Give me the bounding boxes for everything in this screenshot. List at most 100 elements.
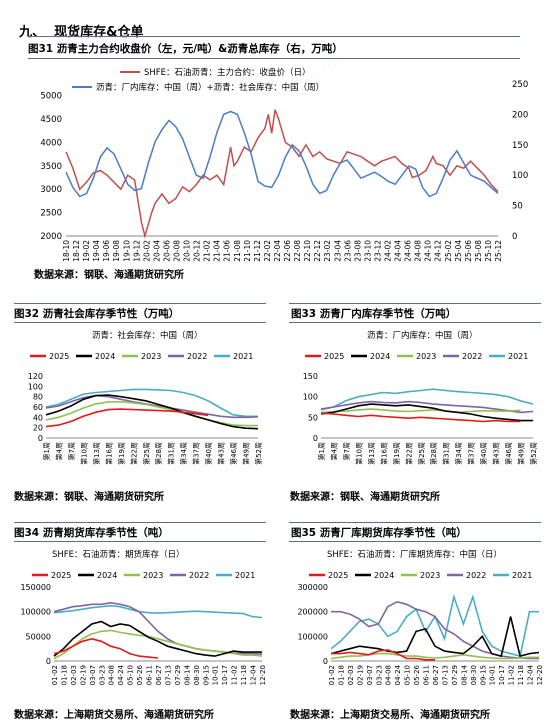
series-line-2021 bbox=[45, 388, 258, 418]
x-tick-label: 01-02 bbox=[51, 665, 59, 685]
x-tick-label: 22-04 bbox=[273, 240, 282, 262]
y-tick-label: 60 bbox=[33, 403, 43, 412]
x-tick-label: 05-26 bbox=[413, 664, 421, 685]
figure-32-caption: 沥青社会库存季节性（万吨） bbox=[42, 308, 180, 320]
figure-32-source: 数据来源：钢联、海通期货研究所 bbox=[14, 492, 164, 503]
legend-label-2023: 2023 bbox=[143, 571, 163, 580]
x-tick-label: 03-23 bbox=[98, 665, 106, 685]
x-tick-label: 06-11 bbox=[423, 665, 431, 685]
x-tick-label: 21-06 bbox=[223, 240, 232, 262]
x-tick-label: 23-06 bbox=[343, 240, 352, 262]
x-tick-label: 第10周 bbox=[79, 442, 88, 465]
figure-rule bbox=[28, 58, 520, 59]
x-tick-label: 04-08 bbox=[108, 665, 116, 685]
x-tick-label: 第16周 bbox=[104, 442, 113, 465]
y-right-tick-label: 100 bbox=[512, 171, 528, 181]
x-tick-label: 07-13 bbox=[441, 665, 449, 685]
series-line-2023 bbox=[320, 408, 521, 414]
x-tick-label: 12-04 bbox=[250, 664, 258, 685]
legend-label-2025: 2025 bbox=[49, 352, 69, 361]
x-tick-label: 第34周 bbox=[454, 442, 463, 465]
figure-rule bbox=[289, 303, 541, 304]
x-tick-label: 04-24 bbox=[394, 664, 402, 685]
figure-34-title: 图34 沥青期货库存季节性（吨） bbox=[14, 525, 169, 540]
x-tick-label: 第22周 bbox=[129, 442, 138, 465]
figure-rule bbox=[14, 322, 266, 323]
x-tick-label: 第49周 bbox=[242, 442, 251, 465]
y-left-tick-label: 4000 bbox=[40, 138, 62, 148]
x-tick-label: 第40周 bbox=[479, 442, 488, 465]
x-tick-label: 第16周 bbox=[379, 442, 388, 465]
x-tick-label: 第43周 bbox=[217, 442, 226, 465]
series-line-2022 bbox=[320, 400, 534, 414]
x-tick-label: 第4周 bbox=[329, 442, 338, 460]
y-tick-label: 120 bbox=[28, 372, 43, 381]
x-tick-label: 第46周 bbox=[504, 442, 513, 465]
x-tick-label: 20-10 bbox=[183, 240, 192, 262]
x-tick-label: 22-12 bbox=[313, 240, 322, 262]
x-tick-label: 第31周 bbox=[442, 442, 451, 465]
x-tick-label: 01-02 bbox=[328, 665, 336, 685]
x-tick-label: 10-17 bbox=[498, 665, 506, 685]
x-tick-label: 02-19 bbox=[356, 665, 364, 685]
figure-rule bbox=[289, 322, 541, 323]
legend-label-2024: 2024 bbox=[97, 571, 117, 580]
figure-33-chart: 沥青：厂内库存：中国（周） 2025 2024 2023 2022 2021 0 50 100 1… bbox=[303, 330, 538, 465]
x-tick-label: 第13周 bbox=[92, 442, 101, 465]
y-right-tick-label: 150 bbox=[512, 141, 528, 151]
x-tick-label: 第31周 bbox=[167, 442, 176, 465]
y-right-tick-label: 200 bbox=[512, 110, 528, 120]
x-tick-label: 12-20 bbox=[259, 665, 267, 685]
x-tick-label: 08-30 bbox=[470, 665, 478, 685]
x-tick-label: 11-02 bbox=[508, 665, 516, 685]
x-tick-label: 11-18 bbox=[240, 665, 248, 685]
figure-33-caption: 沥青厂内库存季节性（万吨） bbox=[319, 308, 457, 320]
x-tick-label: 第19周 bbox=[117, 442, 126, 465]
x-tick-label: 20-12 bbox=[193, 240, 202, 262]
x-tick-label: 20-04 bbox=[152, 240, 161, 262]
figure-rule bbox=[14, 541, 266, 542]
figure-rule bbox=[14, 522, 266, 523]
x-tick-label: 20-06 bbox=[162, 240, 171, 262]
x-tick-label: 第7周 bbox=[67, 442, 76, 460]
x-tick-label: 03-23 bbox=[375, 665, 383, 685]
x-tick-label: 02-19 bbox=[79, 665, 87, 685]
series-line-2022 bbox=[331, 600, 539, 660]
price-series-line bbox=[65, 109, 499, 239]
x-tick-label: 第25周 bbox=[142, 442, 151, 465]
figure-33-source: 数据来源：钢联、海通期货研究所 bbox=[290, 492, 440, 503]
figure-32-label: 图32 bbox=[14, 308, 40, 320]
section-heading: 现货库存&仓单 bbox=[54, 25, 144, 40]
x-tick-label: 第52周 bbox=[254, 442, 263, 465]
x-tick-label: 23-04 bbox=[333, 240, 342, 262]
legend-label-2022: 2022 bbox=[187, 352, 207, 361]
x-tick-label: 03-07 bbox=[89, 665, 97, 685]
x-tick-label: 第1周 bbox=[42, 442, 51, 460]
y-tick-label: 150000 bbox=[20, 583, 51, 592]
legend-price-label: SHFE：石油沥青：主力合约：收盘价（日） bbox=[144, 67, 311, 78]
x-tick-label: 第19周 bbox=[392, 442, 401, 465]
x-tick-label: 09-15 bbox=[202, 665, 210, 685]
x-tick-label: 第28周 bbox=[429, 442, 438, 465]
figure-32-chart: 沥青：社会库存：中国（周） 2025 2024 2023 2022 2021 020 4060… bbox=[28, 330, 263, 465]
x-tick-label: 24-08 bbox=[414, 240, 423, 262]
y-tick-label: 50000 bbox=[26, 632, 51, 641]
x-tick-label: 第34周 bbox=[179, 442, 188, 465]
x-tick-label: 21-08 bbox=[233, 240, 242, 262]
x-tick-label: 07-29 bbox=[451, 665, 459, 685]
x-tick-label: 21-12 bbox=[253, 240, 262, 262]
series-line-2024 bbox=[330, 616, 540, 658]
x-tick-label: 22-08 bbox=[293, 240, 302, 262]
legend-label-2023: 2023 bbox=[420, 571, 440, 580]
figure-32-title: 图32 沥青社会库存季节性（万吨） bbox=[14, 306, 179, 321]
series-line-2025 bbox=[45, 408, 209, 428]
x-tick-label: 第28周 bbox=[154, 442, 163, 465]
series-line-2025 bbox=[53, 637, 159, 659]
x-tick-label: 21-10 bbox=[243, 240, 252, 262]
x-tick-label: 02-03 bbox=[70, 665, 78, 685]
x-tick-label: 24-02 bbox=[383, 240, 392, 262]
figure-rule bbox=[14, 303, 266, 304]
legend-inventory-label: 沥青：厂内库存：中国（周）+沥青：社会库存：中国（周） bbox=[96, 82, 324, 93]
x-tick-label: 25-02 bbox=[444, 240, 453, 262]
y-tick-label: 50 bbox=[308, 413, 318, 422]
